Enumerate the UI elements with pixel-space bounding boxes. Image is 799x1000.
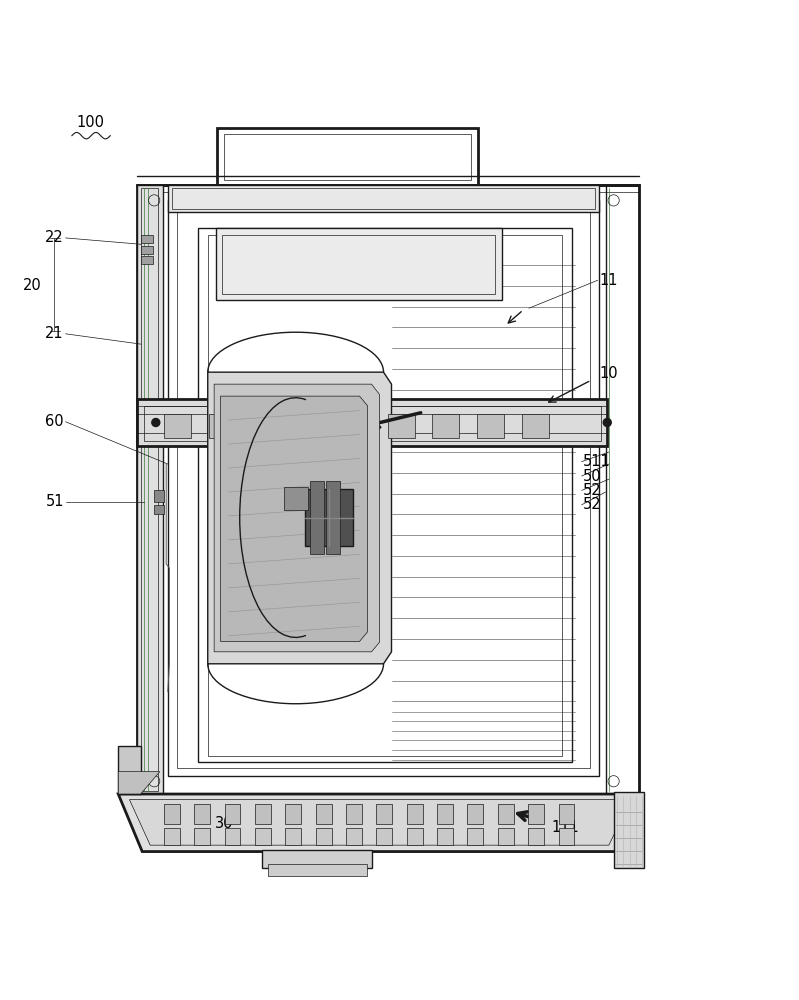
Bar: [268, 864, 367, 876]
Bar: [209, 414, 236, 438]
Polygon shape: [208, 372, 392, 664]
Bar: [137, 185, 639, 794]
Bar: [528, 804, 544, 824]
Bar: [216, 228, 502, 300]
Bar: [326, 481, 340, 554]
Bar: [614, 792, 644, 868]
Circle shape: [152, 419, 160, 426]
Bar: [305, 489, 353, 546]
Bar: [164, 414, 191, 438]
Text: 10: 10: [599, 366, 618, 381]
Bar: [437, 804, 453, 824]
Text: 40: 40: [340, 862, 360, 877]
Text: 111: 111: [551, 820, 579, 835]
Bar: [137, 399, 607, 446]
Bar: [168, 200, 599, 776]
Bar: [498, 804, 514, 824]
Polygon shape: [118, 772, 160, 794]
Bar: [285, 828, 301, 845]
Bar: [208, 235, 562, 756]
Polygon shape: [221, 396, 368, 641]
Bar: [168, 185, 599, 212]
Bar: [164, 804, 180, 824]
Text: 51: 51: [46, 494, 64, 509]
Bar: [498, 828, 514, 845]
Bar: [141, 246, 153, 254]
Bar: [316, 804, 332, 824]
Bar: [141, 256, 153, 264]
Text: 21: 21: [46, 326, 64, 341]
Bar: [346, 828, 362, 845]
Bar: [528, 828, 544, 845]
Bar: [316, 828, 332, 845]
Bar: [154, 505, 164, 514]
Bar: [164, 828, 180, 845]
Text: 30: 30: [215, 816, 233, 831]
Bar: [310, 481, 324, 554]
Bar: [559, 804, 574, 824]
Bar: [467, 828, 483, 845]
Text: 100: 100: [76, 115, 105, 130]
Text: 22: 22: [46, 230, 64, 245]
Bar: [298, 414, 325, 438]
Polygon shape: [129, 800, 631, 845]
Bar: [285, 804, 301, 824]
Bar: [522, 414, 549, 438]
Bar: [141, 188, 158, 791]
Bar: [407, 828, 423, 845]
Bar: [217, 128, 478, 185]
Bar: [118, 746, 141, 794]
Bar: [407, 804, 423, 824]
Bar: [376, 804, 392, 824]
Bar: [255, 804, 271, 824]
Bar: [194, 828, 210, 845]
Bar: [467, 804, 483, 824]
Text: 20: 20: [23, 278, 42, 293]
Text: 511: 511: [583, 454, 611, 469]
Bar: [177, 208, 590, 768]
Bar: [141, 235, 153, 243]
Circle shape: [603, 419, 611, 426]
Text: 52: 52: [583, 497, 602, 512]
Bar: [376, 828, 392, 845]
Bar: [253, 414, 280, 438]
Bar: [346, 804, 362, 824]
Bar: [606, 185, 639, 794]
Bar: [154, 490, 164, 502]
Bar: [225, 828, 240, 845]
Bar: [137, 185, 163, 794]
Bar: [343, 414, 370, 438]
Bar: [388, 414, 415, 438]
Bar: [432, 414, 459, 438]
Bar: [255, 828, 271, 845]
Bar: [198, 228, 572, 762]
Text: 60: 60: [46, 414, 64, 429]
Text: 50: 50: [583, 469, 602, 484]
Polygon shape: [118, 794, 639, 852]
Bar: [194, 804, 210, 824]
Bar: [144, 406, 601, 441]
Bar: [225, 804, 240, 824]
Bar: [262, 850, 372, 868]
Text: 52: 52: [583, 483, 602, 498]
Bar: [477, 414, 504, 438]
Bar: [224, 134, 471, 180]
Polygon shape: [214, 384, 380, 652]
Bar: [559, 828, 574, 845]
Text: 11: 11: [599, 273, 618, 288]
Bar: [284, 487, 308, 510]
Bar: [172, 188, 595, 209]
Bar: [437, 828, 453, 845]
Bar: [222, 235, 495, 294]
